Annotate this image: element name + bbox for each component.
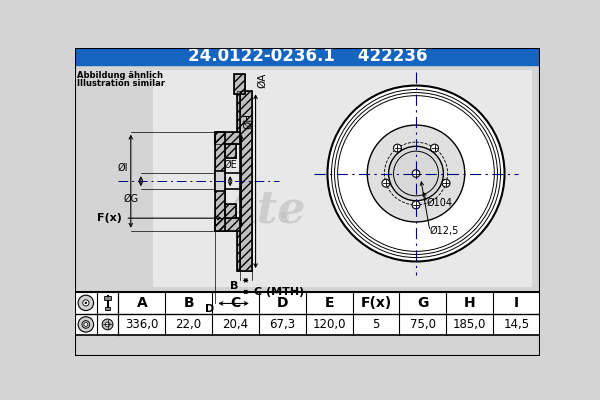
Text: H: H	[464, 296, 476, 310]
Bar	[225, 204, 236, 218]
Text: 24.0122-0236.1    422236: 24.0122-0236.1 422236	[188, 48, 427, 66]
Text: F(x): F(x)	[361, 296, 392, 310]
Text: 14,5: 14,5	[503, 318, 530, 331]
Bar	[240, 91, 252, 271]
Bar	[215, 218, 240, 231]
Text: ØA: ØA	[257, 73, 267, 88]
Bar	[75, 292, 540, 335]
Bar	[215, 171, 225, 191]
Text: ØG: ØG	[124, 194, 139, 204]
Circle shape	[82, 320, 90, 328]
Text: ØE: ØE	[223, 160, 237, 170]
Bar	[225, 144, 236, 158]
Text: D: D	[205, 304, 214, 314]
Text: D: D	[277, 296, 288, 310]
Circle shape	[394, 144, 401, 152]
Bar	[215, 132, 240, 144]
Circle shape	[431, 144, 439, 152]
Circle shape	[412, 201, 420, 209]
Text: F(x): F(x)	[97, 213, 121, 223]
Bar	[237, 231, 240, 271]
Text: Abbildung ähnlich: Abbildung ähnlich	[77, 71, 163, 80]
Text: Ate: Ate	[224, 188, 306, 231]
Circle shape	[382, 179, 390, 187]
Bar	[215, 218, 240, 231]
Text: ØH: ØH	[243, 113, 253, 129]
Circle shape	[84, 322, 88, 326]
Bar	[225, 204, 236, 218]
Bar	[237, 91, 240, 132]
Text: 20,4: 20,4	[223, 318, 248, 331]
Bar	[152, 70, 532, 287]
Text: Illustration similar: Illustration similar	[77, 79, 166, 88]
Bar	[215, 132, 225, 231]
Text: ®: ®	[276, 212, 290, 226]
Text: G: G	[417, 296, 428, 310]
Bar	[235, 74, 245, 94]
Text: 120,0: 120,0	[313, 318, 346, 331]
Text: 67,3: 67,3	[269, 318, 295, 331]
Bar	[225, 144, 236, 158]
Text: A: A	[136, 296, 147, 310]
Bar	[105, 307, 110, 310]
Bar	[75, 65, 540, 292]
Circle shape	[102, 319, 113, 330]
Circle shape	[83, 300, 89, 306]
Circle shape	[328, 86, 505, 262]
Text: C: C	[230, 296, 241, 310]
Text: 75,0: 75,0	[410, 318, 436, 331]
Text: 185,0: 185,0	[453, 318, 487, 331]
Text: 336,0: 336,0	[125, 318, 158, 331]
Text: B: B	[184, 296, 194, 310]
Bar	[104, 296, 112, 300]
Circle shape	[442, 179, 450, 187]
Bar	[237, 231, 240, 271]
Circle shape	[367, 125, 465, 222]
Bar	[240, 91, 252, 271]
Bar	[235, 74, 245, 94]
Text: ØI: ØI	[118, 162, 128, 172]
Circle shape	[389, 146, 443, 201]
Bar	[75, 48, 540, 65]
Text: B: B	[230, 281, 238, 291]
Text: I: I	[514, 296, 519, 310]
Circle shape	[412, 170, 420, 177]
Text: Ø104: Ø104	[427, 198, 453, 208]
Circle shape	[105, 322, 110, 327]
Circle shape	[85, 302, 87, 304]
Text: 22,0: 22,0	[176, 318, 202, 331]
Bar	[215, 132, 225, 231]
Circle shape	[78, 317, 94, 332]
Text: E: E	[325, 296, 334, 310]
Text: C (MTH): C (MTH)	[254, 287, 304, 297]
Text: Ø12,5: Ø12,5	[430, 226, 460, 236]
Bar	[237, 91, 240, 132]
Circle shape	[78, 295, 94, 310]
Text: 5: 5	[373, 318, 380, 331]
Bar	[215, 132, 240, 144]
